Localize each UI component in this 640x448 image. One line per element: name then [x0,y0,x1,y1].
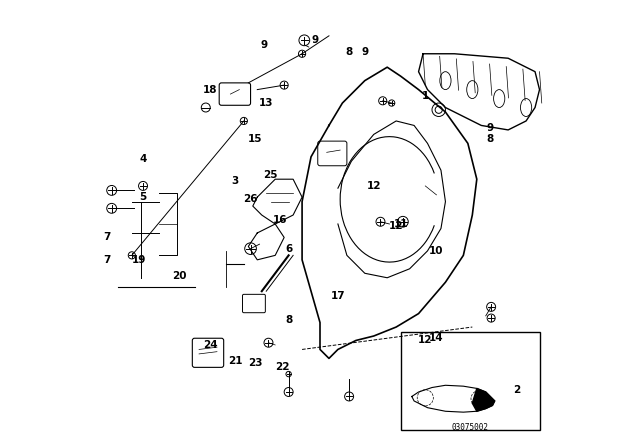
Text: 03075002: 03075002 [452,423,488,432]
Text: 15: 15 [248,134,262,144]
Text: 8: 8 [346,47,353,56]
Text: 12: 12 [418,336,433,345]
Text: 17: 17 [331,291,345,301]
Polygon shape [472,388,495,411]
Text: 9: 9 [260,40,268,50]
Text: 7: 7 [104,255,111,265]
Text: 25: 25 [264,170,278,180]
Text: 20: 20 [172,271,186,280]
FancyBboxPatch shape [317,141,347,166]
Text: 10: 10 [429,246,444,256]
FancyBboxPatch shape [192,338,224,367]
Text: 13: 13 [259,98,273,108]
FancyBboxPatch shape [220,83,251,105]
Text: 7: 7 [104,233,111,242]
Text: 23: 23 [248,358,262,368]
Text: 6: 6 [285,244,292,254]
Text: 3: 3 [231,177,239,186]
FancyBboxPatch shape [243,294,266,313]
Text: 16: 16 [273,215,287,224]
Text: 14: 14 [429,333,444,343]
Bar [401,332,540,430]
Text: 4: 4 [140,154,147,164]
Text: 9: 9 [486,123,494,133]
Text: 9: 9 [312,35,319,45]
Text: 21: 21 [228,356,242,366]
Text: 1: 1 [422,91,429,101]
Text: 22: 22 [275,362,289,372]
Text: 2: 2 [513,385,521,395]
Text: 9: 9 [361,47,369,56]
Text: 26: 26 [243,194,258,204]
Text: 12: 12 [367,181,381,191]
Text: 12: 12 [389,221,403,231]
Text: 18: 18 [203,85,218,95]
Text: 24: 24 [203,340,218,350]
Text: 19: 19 [131,255,146,265]
Text: 5: 5 [140,192,147,202]
Text: 8: 8 [486,134,494,144]
Text: 11: 11 [394,219,408,229]
Text: 8: 8 [285,315,292,325]
